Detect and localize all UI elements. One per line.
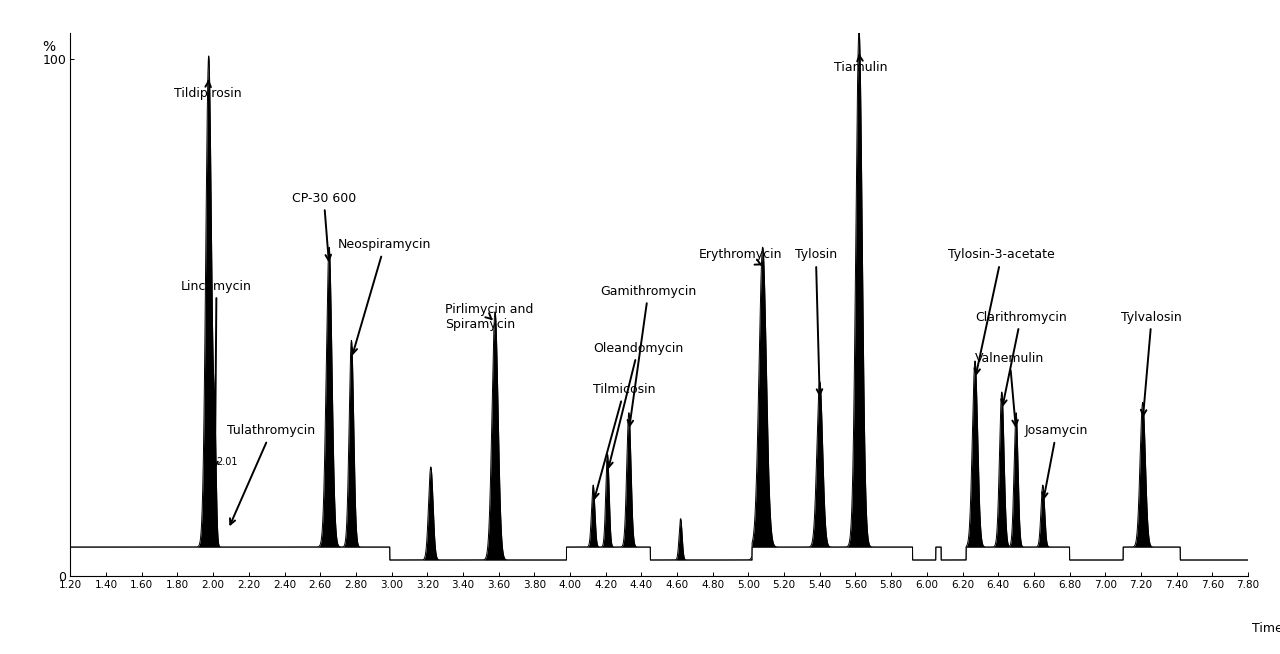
Text: Tildipirosin: Tildipirosin [174, 81, 242, 100]
Text: Gamithromycin: Gamithromycin [600, 284, 696, 426]
Text: Erythromycin: Erythromycin [699, 249, 782, 265]
Text: Tulathromycin: Tulathromycin [228, 424, 316, 525]
Text: Time: Time [1252, 622, 1280, 635]
Text: 2.01: 2.01 [216, 457, 237, 467]
Text: Oleandomycin: Oleandomycin [593, 341, 684, 468]
Text: Tylvalosin: Tylvalosin [1121, 311, 1181, 415]
Y-axis label: %: % [42, 41, 56, 54]
Text: Neospiramycin: Neospiramycin [338, 238, 431, 354]
Text: Clarithromycin: Clarithromycin [975, 311, 1066, 405]
Text: Valnemulin: Valnemulin [975, 352, 1044, 426]
Text: CP-30 600: CP-30 600 [292, 192, 356, 260]
Text: Tilmicosin: Tilmicosin [593, 383, 655, 498]
Text: Tylosin: Tylosin [795, 249, 837, 395]
Text: Josamycin: Josamycin [1025, 424, 1088, 498]
Text: Pirlimycin and
Spiramycin: Pirlimycin and Spiramycin [445, 303, 534, 331]
Text: Lincomycin: Lincomycin [180, 279, 252, 467]
Text: Tylosin-3-acetate: Tylosin-3-acetate [948, 249, 1055, 374]
Text: Tiamulin: Tiamulin [835, 55, 887, 74]
